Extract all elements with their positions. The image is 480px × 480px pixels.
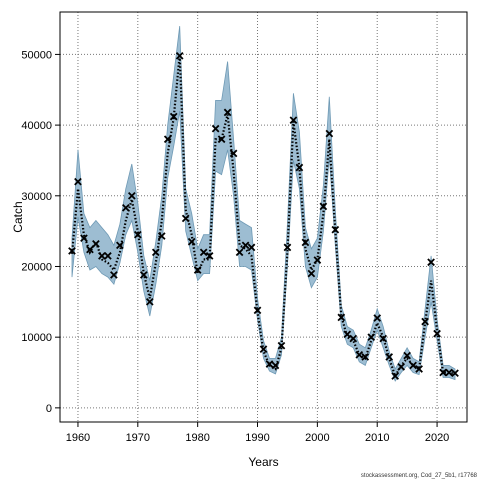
observed-point [187,237,196,246]
x-tick-label: 2000 [305,432,329,444]
observed-point [397,363,405,371]
observed-point [373,314,382,322]
observed-point [283,243,292,252]
observed-point [421,317,429,326]
observed-point [337,313,346,322]
observed-point [122,203,130,212]
source-footer: stockassessment.org, Cod_27_5b1, r17768 [361,473,478,479]
confidence-band [71,26,456,382]
x-tick-label: 2020 [425,432,449,444]
observed-point [367,333,376,342]
y-tick-label: 30000 [21,191,52,203]
observed-point [391,372,400,380]
observed-point [427,258,435,267]
observed-point [409,361,417,370]
observed-point [289,116,298,124]
observed-point [223,108,232,117]
observed-point [241,241,250,250]
observed-point [259,345,268,354]
observed-point [355,351,364,359]
observed-point [92,240,100,248]
estimate-line [70,54,456,379]
observed-point [199,248,208,257]
x-tick-label: 2010 [365,432,389,444]
plot-frame [59,11,468,423]
observed-point [379,334,388,343]
observed-point [451,369,459,378]
observed-point [295,163,304,172]
observed-point [445,368,453,377]
observed-point [331,225,340,234]
observed-point [169,112,178,121]
observed-point [145,297,154,306]
y-tick-label: 20000 [21,261,52,273]
observed-point [349,334,358,343]
observed-point [253,306,262,315]
observed-point [98,252,106,260]
y-axis: 0 10000 20000 30000 40000 50000 [21,49,60,415]
observed-point [68,247,76,255]
y-tick-label: 50000 [21,49,52,61]
y-tick-label: 0 [46,403,52,415]
observed-point [247,243,256,252]
x-tick-label: 1970 [126,432,150,444]
observed-point [343,330,352,339]
observed-point [229,149,238,158]
observed-point [116,241,124,250]
observed-point [325,129,334,138]
observed-point [157,232,166,240]
x-axis-title: Years [248,455,278,469]
observed-point [439,368,447,377]
observed-markers [68,51,459,380]
observed-point [205,252,214,260]
observed-point [127,191,136,200]
observed-point [433,329,441,338]
observed-point [307,269,316,278]
observed-point [80,234,88,243]
observed-point [104,252,112,260]
x-tick-label: 1980 [185,432,209,444]
observed-point [139,271,148,279]
observed-point [151,248,160,257]
y-axis-title: Catch [11,201,25,232]
observed-point [403,351,411,360]
observed-point [217,135,226,144]
observed-point [86,245,94,254]
observed-point [163,135,172,144]
observed-point [175,51,184,60]
x-tick-label: 1990 [245,432,269,444]
observed-point [301,238,310,247]
observed-point [361,353,370,361]
x-tick-label: 1960 [66,432,90,444]
observed-point [211,124,220,133]
observed-point [271,361,280,370]
y-tick-label: 10000 [21,332,52,344]
observed-point [235,248,244,257]
observed-point [110,271,118,279]
observed-point [385,353,394,361]
observed-point [265,360,274,368]
observed-point [277,341,286,350]
x-axis: 1960 1970 1980 1990 2000 2010 2020 [66,422,449,444]
observed-point [181,214,190,223]
observed-point [313,256,322,264]
observed-point [319,202,328,211]
observed-point [74,177,82,186]
y-tick-label: 40000 [21,120,52,132]
observed-point [133,230,142,239]
observed-point [193,266,202,274]
observed-point [415,365,423,373]
